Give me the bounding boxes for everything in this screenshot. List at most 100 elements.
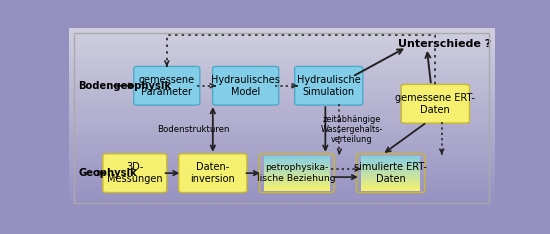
Bar xyxy=(69,193,495,195)
Bar xyxy=(69,190,495,193)
Bar xyxy=(264,177,330,178)
Bar xyxy=(264,181,330,183)
Bar xyxy=(69,60,495,62)
Bar xyxy=(69,150,495,152)
Bar xyxy=(69,116,495,118)
Bar xyxy=(69,127,495,129)
Bar xyxy=(69,121,495,123)
Bar xyxy=(361,177,420,178)
Bar xyxy=(361,190,420,191)
Text: Daten-
inversion: Daten- inversion xyxy=(190,162,235,184)
Bar xyxy=(69,111,495,114)
Bar xyxy=(69,102,495,105)
Bar xyxy=(361,167,420,168)
Bar xyxy=(361,176,420,177)
Bar xyxy=(69,37,495,39)
Bar xyxy=(264,161,330,163)
Bar xyxy=(361,185,420,186)
Bar xyxy=(264,184,330,185)
Bar xyxy=(69,179,495,181)
Bar xyxy=(69,123,495,125)
Bar xyxy=(361,173,420,174)
Bar xyxy=(69,96,495,98)
Bar xyxy=(69,64,495,66)
Bar xyxy=(69,157,495,159)
Bar xyxy=(69,201,495,204)
Bar xyxy=(361,186,420,187)
Bar xyxy=(69,159,495,161)
Bar xyxy=(69,98,495,100)
Bar xyxy=(69,163,495,165)
Bar xyxy=(69,93,495,96)
Text: 3D-
Messungen: 3D- Messungen xyxy=(107,162,163,184)
Bar xyxy=(264,165,330,166)
Bar xyxy=(69,186,495,188)
Bar xyxy=(264,180,330,181)
Bar xyxy=(69,206,495,208)
Bar xyxy=(69,132,495,134)
Bar xyxy=(69,204,495,206)
Bar xyxy=(69,89,495,91)
Bar xyxy=(69,145,495,147)
Bar xyxy=(361,163,420,164)
Bar xyxy=(69,75,495,78)
Bar xyxy=(69,100,495,102)
Bar xyxy=(69,141,495,143)
Bar xyxy=(264,171,330,172)
Text: simulierte ERT-
Daten: simulierte ERT- Daten xyxy=(354,162,427,184)
Bar xyxy=(361,159,420,160)
Bar xyxy=(69,114,495,116)
Bar xyxy=(361,157,420,158)
Bar xyxy=(264,174,330,176)
Bar xyxy=(264,168,330,170)
Bar xyxy=(69,46,495,48)
Bar xyxy=(361,156,420,157)
Bar xyxy=(361,166,420,167)
Text: Geophysik: Geophysik xyxy=(78,168,137,178)
Bar xyxy=(69,87,495,89)
Bar xyxy=(361,178,420,179)
Bar xyxy=(69,66,495,69)
Bar xyxy=(264,163,330,164)
Bar xyxy=(69,105,495,107)
Bar xyxy=(69,129,495,132)
Bar xyxy=(69,172,495,175)
Bar xyxy=(69,53,495,55)
Bar xyxy=(69,35,495,37)
Bar xyxy=(69,42,495,44)
Bar xyxy=(264,167,330,168)
Bar xyxy=(69,73,495,75)
Bar xyxy=(69,62,495,64)
Bar xyxy=(361,179,420,180)
Bar xyxy=(69,33,495,35)
Bar xyxy=(264,157,330,158)
Bar xyxy=(361,168,420,170)
Bar xyxy=(264,183,330,184)
Bar xyxy=(361,171,420,172)
Text: Bodengeophysik: Bodengeophysik xyxy=(78,81,171,91)
Bar xyxy=(69,80,495,82)
Bar xyxy=(69,134,495,136)
Bar xyxy=(361,172,420,173)
Bar xyxy=(264,158,330,159)
Bar xyxy=(361,161,420,163)
Bar xyxy=(69,39,495,42)
Bar xyxy=(264,187,330,188)
FancyBboxPatch shape xyxy=(295,66,363,105)
Bar xyxy=(264,186,330,187)
FancyBboxPatch shape xyxy=(103,154,167,193)
Text: gemessene
Parameter: gemessene Parameter xyxy=(139,75,195,97)
Bar xyxy=(361,181,420,183)
Text: Bodenstrukturen: Bodenstrukturen xyxy=(157,125,230,134)
Bar xyxy=(361,184,420,185)
Bar xyxy=(264,170,330,171)
Bar xyxy=(69,165,495,168)
Bar xyxy=(69,84,495,87)
Bar xyxy=(69,143,495,145)
Text: petrophysika-
lische Beziehung: petrophysika- lische Beziehung xyxy=(257,163,336,183)
Bar xyxy=(69,69,495,71)
Bar xyxy=(69,44,495,46)
Bar xyxy=(264,178,330,179)
Bar xyxy=(69,57,495,60)
Bar xyxy=(69,161,495,163)
